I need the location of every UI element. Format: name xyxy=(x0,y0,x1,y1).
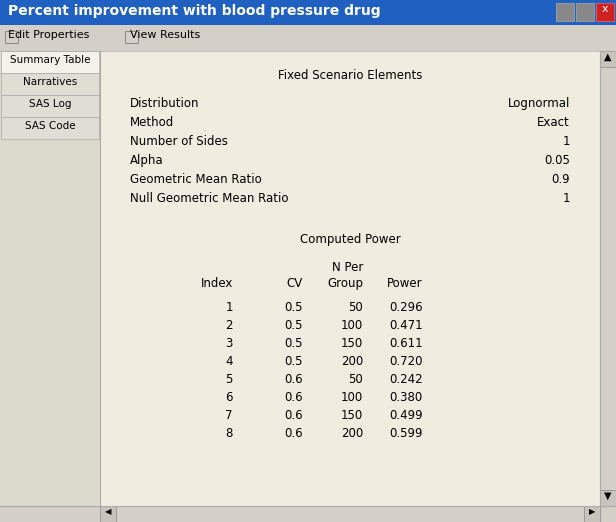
Bar xyxy=(1,117,99,139)
Text: 4: 4 xyxy=(225,355,233,368)
Text: 2: 2 xyxy=(225,319,233,332)
Text: 0.9: 0.9 xyxy=(551,173,570,186)
Bar xyxy=(0,506,616,522)
Text: Lognormal: Lognormal xyxy=(508,97,570,110)
Text: x: x xyxy=(602,4,609,14)
Text: 6: 6 xyxy=(225,391,233,404)
Text: View Results: View Results xyxy=(130,30,200,40)
Bar xyxy=(100,51,600,506)
Text: 50: 50 xyxy=(348,373,363,386)
Bar xyxy=(125,31,138,43)
Bar xyxy=(1,51,99,73)
Text: Geometric Mean Ratio: Geometric Mean Ratio xyxy=(130,173,262,186)
Text: Narratives: Narratives xyxy=(23,77,77,87)
Text: 0.6: 0.6 xyxy=(285,427,303,440)
Bar xyxy=(584,506,600,522)
Text: Method: Method xyxy=(130,116,174,129)
Text: Distribution: Distribution xyxy=(130,97,200,110)
Text: 100: 100 xyxy=(341,319,363,332)
Text: 150: 150 xyxy=(341,409,363,422)
Text: 0.5: 0.5 xyxy=(285,337,303,350)
Text: 1: 1 xyxy=(562,192,570,205)
Text: Number of Sides: Number of Sides xyxy=(130,135,228,148)
Text: Exact: Exact xyxy=(537,116,570,129)
Bar xyxy=(100,506,116,522)
Text: Computed Power: Computed Power xyxy=(299,233,400,246)
Bar xyxy=(5,31,18,43)
Text: 150: 150 xyxy=(341,337,363,350)
Text: Fixed Scenario Elements: Fixed Scenario Elements xyxy=(278,69,422,82)
Bar xyxy=(600,490,616,506)
Text: 1: 1 xyxy=(225,301,233,314)
Text: 0.611: 0.611 xyxy=(389,337,423,350)
Bar xyxy=(576,3,594,21)
Text: ▶: ▶ xyxy=(589,507,595,516)
Text: ◀: ◀ xyxy=(105,507,111,516)
Bar xyxy=(1,73,99,95)
Text: 0.499: 0.499 xyxy=(389,409,423,422)
Text: 8: 8 xyxy=(225,427,233,440)
Text: 0.5: 0.5 xyxy=(285,301,303,314)
Text: 0.720: 0.720 xyxy=(389,355,423,368)
Bar xyxy=(556,3,574,21)
Text: 200: 200 xyxy=(341,355,363,368)
Text: 0.599: 0.599 xyxy=(389,427,423,440)
Text: 0.5: 0.5 xyxy=(285,319,303,332)
Text: 0.380: 0.380 xyxy=(390,391,423,404)
Bar xyxy=(0,51,100,506)
Text: 200: 200 xyxy=(341,427,363,440)
Text: 50: 50 xyxy=(348,301,363,314)
Text: 0.471: 0.471 xyxy=(389,319,423,332)
Text: Null Geometric Mean Ratio: Null Geometric Mean Ratio xyxy=(130,192,288,205)
Text: 0.6: 0.6 xyxy=(285,373,303,386)
Text: Percent improvement with blood pressure drug: Percent improvement with blood pressure … xyxy=(8,4,381,18)
Text: SAS Code: SAS Code xyxy=(25,121,75,131)
Text: CV: CV xyxy=(287,277,303,290)
Text: 0.5: 0.5 xyxy=(285,355,303,368)
Text: 100: 100 xyxy=(341,391,363,404)
Text: Power: Power xyxy=(387,277,423,290)
Bar xyxy=(1,95,99,117)
Text: Group: Group xyxy=(327,277,363,290)
Bar xyxy=(0,0,616,25)
Text: Edit Properties: Edit Properties xyxy=(8,30,89,40)
Text: 0.6: 0.6 xyxy=(285,391,303,404)
Bar xyxy=(596,3,614,21)
Text: Alpha: Alpha xyxy=(130,154,164,167)
Text: ▲: ▲ xyxy=(604,52,612,62)
Bar xyxy=(600,51,616,67)
Bar xyxy=(600,51,616,506)
Text: 0.6: 0.6 xyxy=(285,409,303,422)
Text: N Per: N Per xyxy=(331,261,363,274)
Text: 0.296: 0.296 xyxy=(389,301,423,314)
Text: SAS Log: SAS Log xyxy=(29,99,71,109)
Text: Index: Index xyxy=(201,277,233,290)
Text: 3: 3 xyxy=(225,337,233,350)
Text: Summary Table: Summary Table xyxy=(10,55,91,65)
Text: 5: 5 xyxy=(225,373,233,386)
Text: 1: 1 xyxy=(562,135,570,148)
Text: 0.242: 0.242 xyxy=(389,373,423,386)
Text: 7: 7 xyxy=(225,409,233,422)
Text: 0.05: 0.05 xyxy=(544,154,570,167)
Bar xyxy=(0,25,616,51)
Text: ▼: ▼ xyxy=(604,491,612,501)
